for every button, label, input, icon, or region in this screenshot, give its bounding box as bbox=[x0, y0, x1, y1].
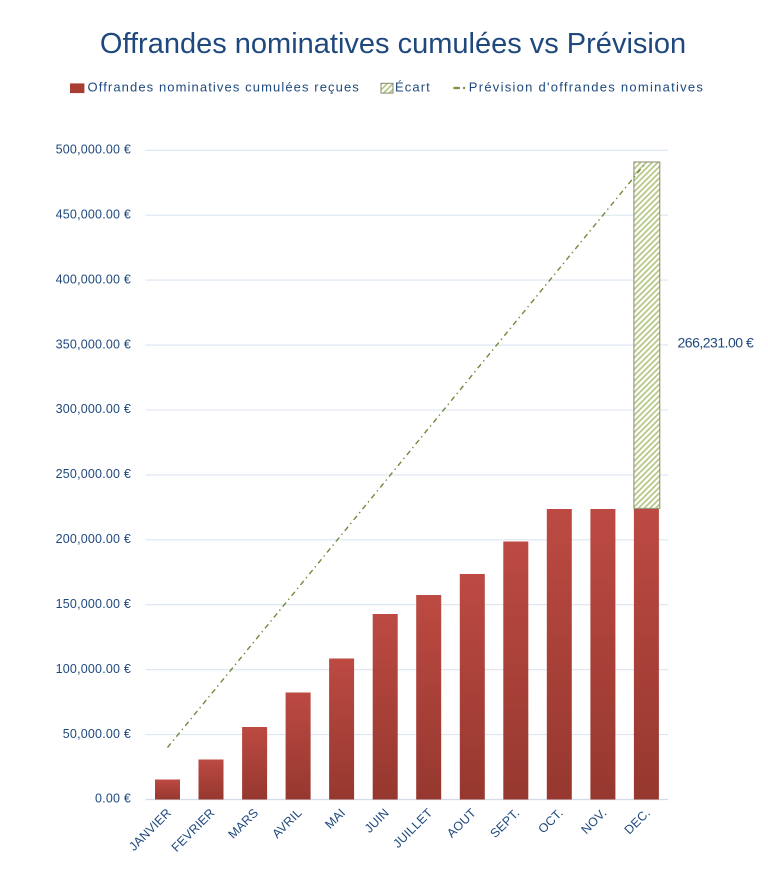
svg-text:100,000.00 €: 100,000.00 € bbox=[56, 662, 131, 676]
svg-text:350,000.00 €: 350,000.00 € bbox=[56, 337, 131, 351]
svg-text:266,231.00 €: 266,231.00 € bbox=[678, 335, 754, 351]
svg-text:NOV.: NOV. bbox=[578, 806, 609, 837]
svg-text:0.00 €: 0.00 € bbox=[95, 792, 131, 806]
svg-text:JUILLET: JUILLET bbox=[390, 806, 435, 851]
svg-text:AOUT: AOUT bbox=[444, 806, 479, 841]
svg-text:JUIN: JUIN bbox=[362, 806, 392, 836]
svg-text:AVRIL: AVRIL bbox=[269, 806, 304, 841]
svg-text:200,000.00 €: 200,000.00 € bbox=[56, 532, 131, 546]
svg-text:300,000.00 €: 300,000.00 € bbox=[56, 402, 131, 416]
svg-text:DEC.: DEC. bbox=[622, 806, 653, 837]
svg-text:400,000.00 €: 400,000.00 € bbox=[56, 272, 131, 286]
svg-text:Écart: Écart bbox=[395, 80, 431, 95]
svg-text:Prévision d'offrandes nominati: Prévision d'offrandes nominatives bbox=[469, 80, 704, 95]
svg-text:SEPT.: SEPT. bbox=[487, 806, 522, 841]
svg-text:450,000.00 €: 450,000.00 € bbox=[56, 207, 131, 221]
svg-text:250,000.00 €: 250,000.00 € bbox=[56, 467, 131, 481]
svg-text:OCT.: OCT. bbox=[535, 806, 565, 836]
svg-text:50,000.00 €: 50,000.00 € bbox=[63, 727, 131, 741]
svg-text:Offrandes nominatives cumulées: Offrandes nominatives cumulées reçues bbox=[88, 80, 360, 95]
svg-text:500,000.00 €: 500,000.00 € bbox=[56, 143, 131, 157]
svg-text:FEVRIER: FEVRIER bbox=[169, 806, 218, 855]
svg-text:150,000.00 €: 150,000.00 € bbox=[56, 597, 131, 611]
svg-text:JANVIER: JANVIER bbox=[126, 806, 174, 854]
svg-text:Offrandes nominatives cumulées: Offrandes nominatives cumulées vs Prévis… bbox=[100, 28, 686, 60]
svg-text:MAI: MAI bbox=[322, 806, 348, 832]
svg-text:MARS: MARS bbox=[225, 806, 261, 842]
